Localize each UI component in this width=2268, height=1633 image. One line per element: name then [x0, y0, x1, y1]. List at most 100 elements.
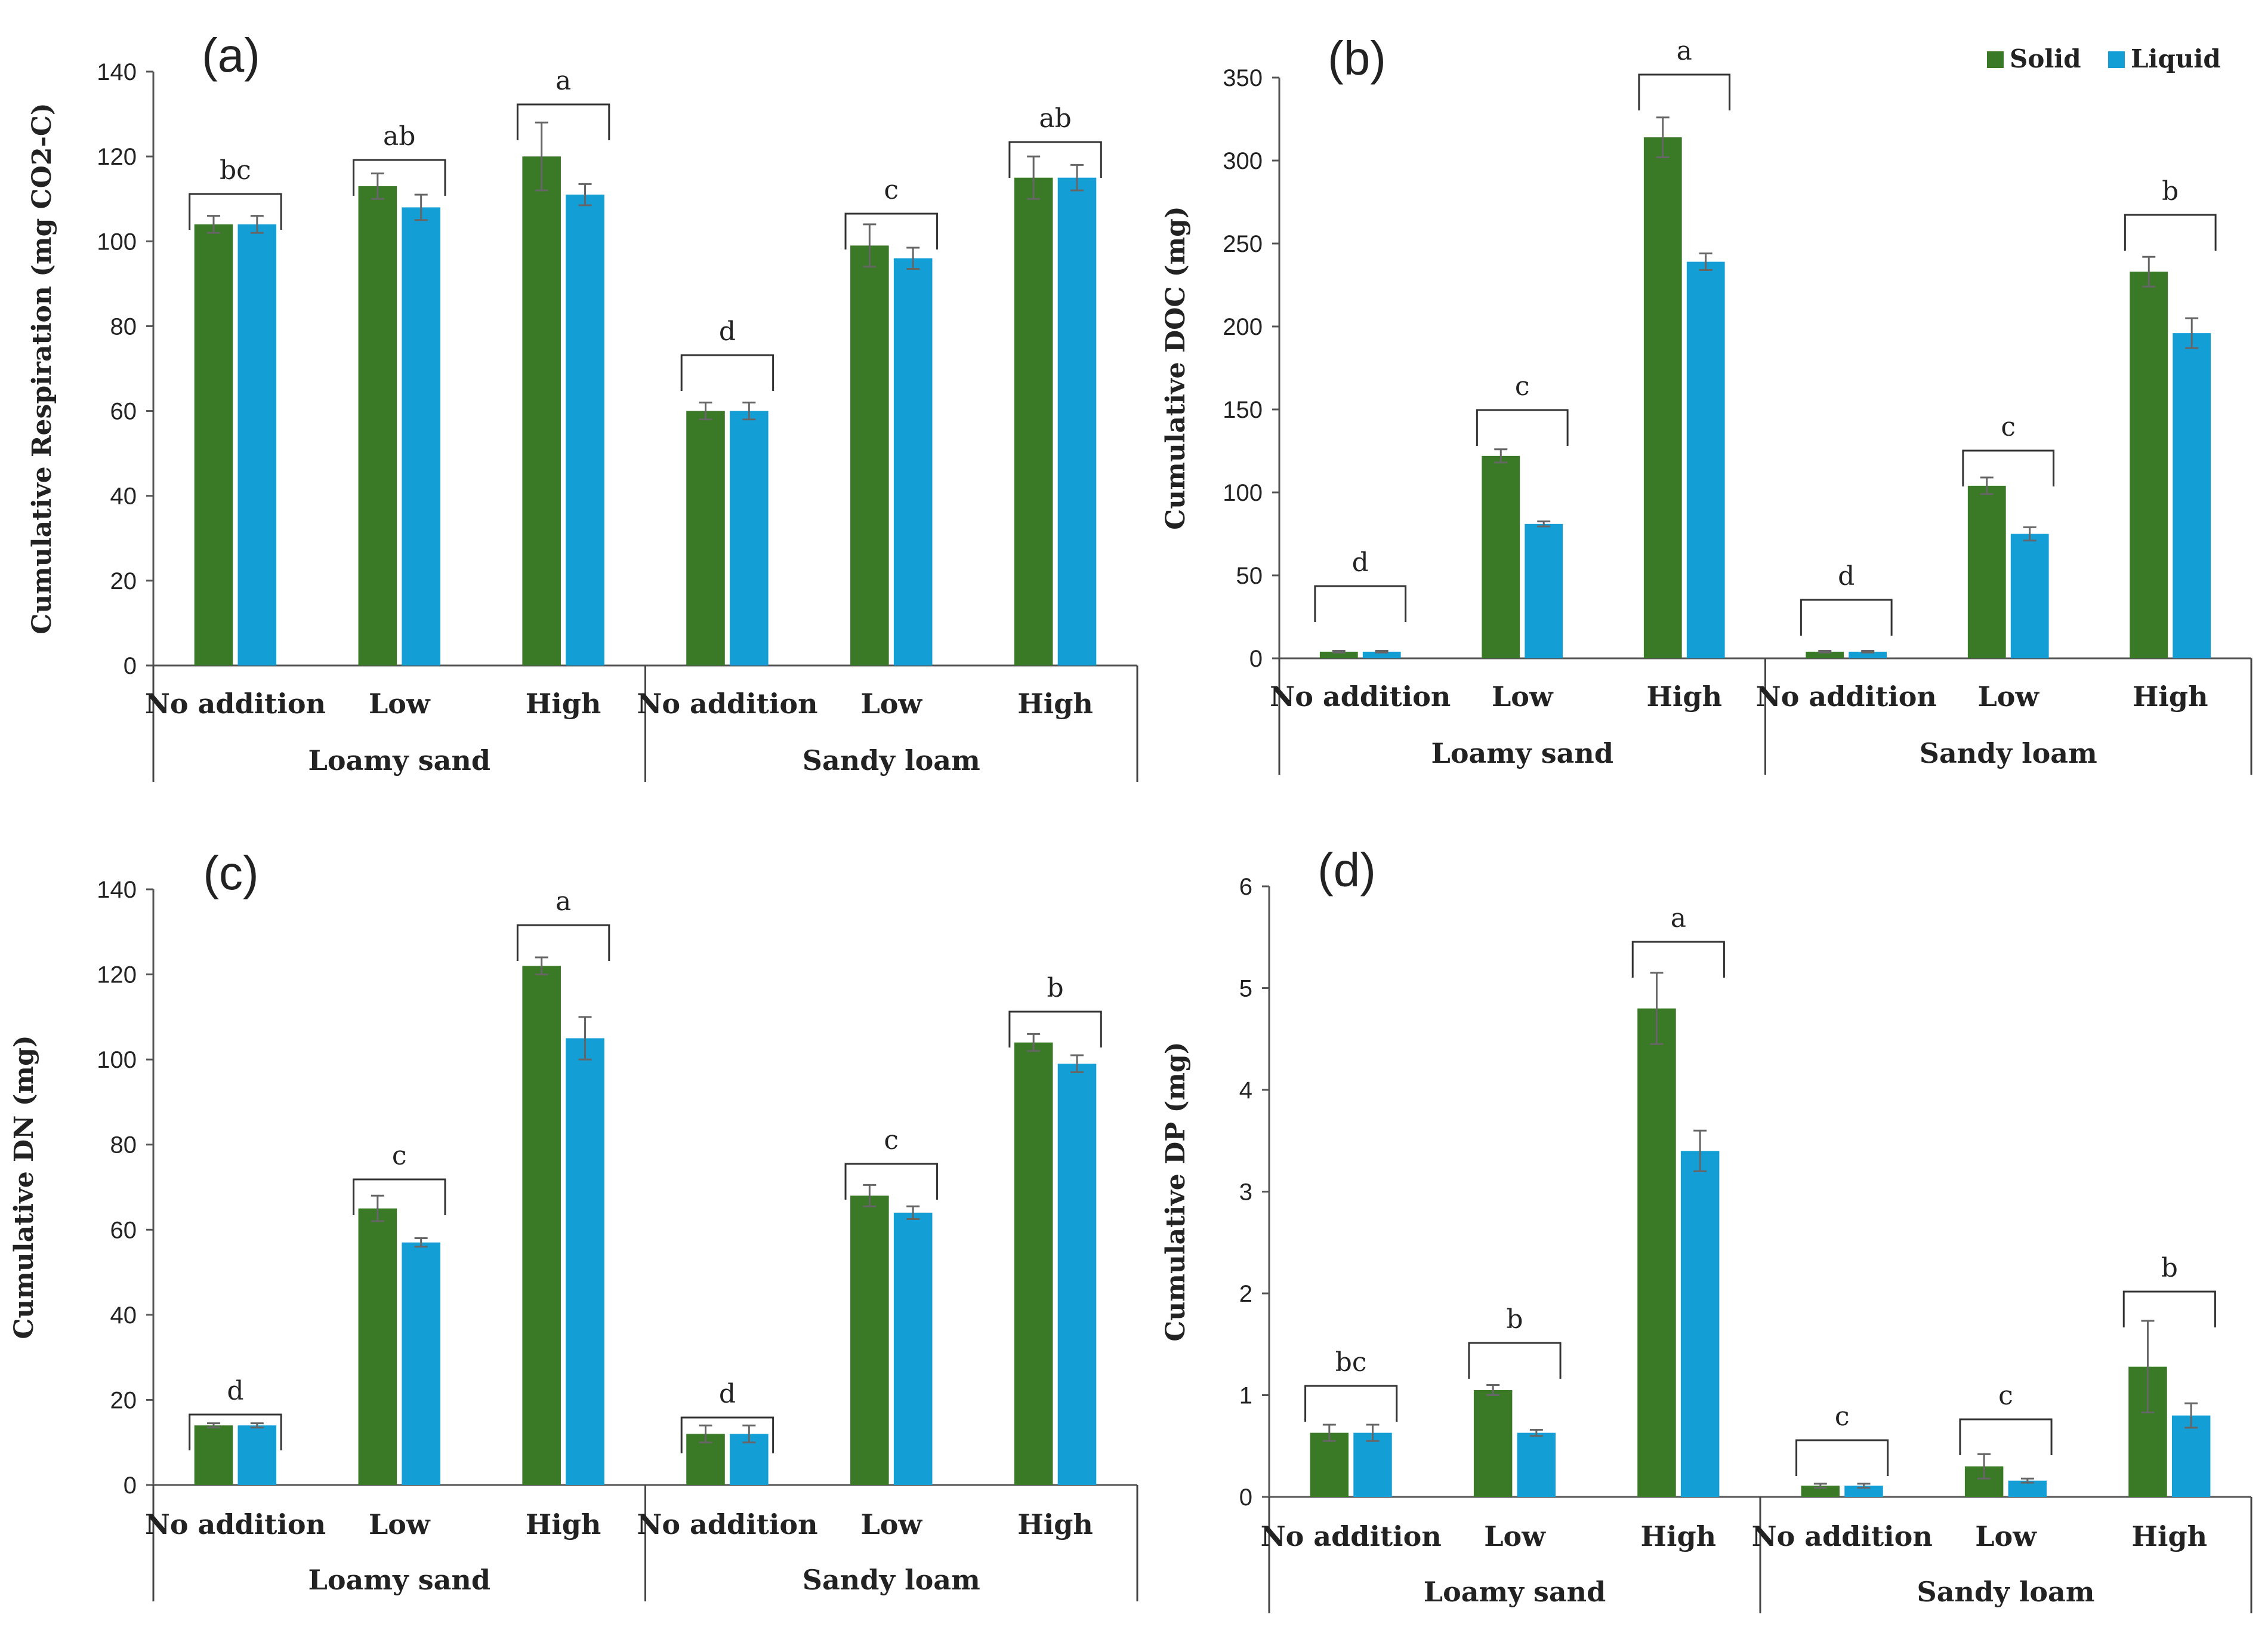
error-bar-liquid	[414, 1237, 428, 1248]
significance-bracket	[844, 1163, 938, 1200]
x-group-label: Sandy loam	[1917, 1576, 2094, 1608]
error-bar-liquid	[250, 1422, 264, 1429]
significance-letter: d	[1838, 561, 1854, 591]
bar-solid	[850, 245, 889, 666]
significance-bracket	[1631, 941, 1725, 978]
error-bar-liquid	[1375, 649, 1388, 654]
significance-letter: ab	[1039, 103, 1071, 134]
significance-letter: d	[227, 1376, 243, 1406]
panel-label: (b)	[1328, 32, 1386, 85]
x-group-label: Sandy loam	[1920, 737, 2097, 769]
error-bar-liquid	[1693, 1129, 1707, 1172]
significance-letter: d	[719, 316, 736, 347]
significance-bracket	[2124, 214, 2217, 251]
y-tick-label: 80	[110, 313, 137, 340]
bar-solid	[522, 966, 561, 1485]
bar-solid	[358, 1208, 397, 1485]
bar-liquid	[1686, 261, 1725, 659]
y-axis-label: Cumulative DP (mg)	[1161, 1042, 1191, 1341]
error-bar-solid	[1027, 1033, 1041, 1052]
y-tick-label: 100	[97, 229, 137, 255]
error-bar-liquid	[906, 247, 920, 270]
significance-bracket	[680, 354, 774, 391]
x-category-label: No addition	[1261, 1520, 1442, 1552]
bar-liquid	[2010, 534, 2049, 658]
x-category-label: Low	[860, 1508, 922, 1540]
y-tick-label: 0	[1239, 1484, 1252, 1511]
significance-bracket	[1314, 585, 1407, 622]
bar-solid	[1482, 455, 1520, 658]
significance-bracket	[2122, 1290, 2216, 1327]
bar-solid	[1014, 1042, 1053, 1485]
significance-bracket	[1476, 409, 1569, 446]
error-bar-liquid	[578, 183, 592, 207]
y-tick-label: 80	[110, 1132, 137, 1158]
error-bar-liquid	[1070, 164, 1084, 192]
x-category-label: Low	[369, 688, 431, 720]
x-category-label: High	[1017, 1508, 1093, 1540]
bar-liquid	[1680, 1151, 1720, 1497]
significance-letter: b	[2162, 176, 2178, 207]
error-bar-liquid	[2185, 317, 2199, 349]
y-tick-label: 0	[1249, 646, 1263, 672]
y-tick-label: 20	[110, 1387, 137, 1413]
x-category-label: Low	[369, 1508, 431, 1540]
bar-liquid	[566, 1038, 604, 1485]
significance-bracket	[189, 193, 282, 230]
x-category-label: Low	[860, 688, 922, 720]
significance-bracket	[1468, 1342, 1562, 1379]
x-category-label: High	[2132, 1520, 2208, 1552]
error-bar-solid	[371, 172, 384, 200]
significance-letter: c	[884, 1125, 899, 1156]
y-tick-label: 250	[1223, 231, 1263, 257]
y-axis-label: Cumulative DOC (mg)	[1161, 206, 1191, 529]
error-bar-liquid	[1699, 252, 1712, 271]
error-bar-solid	[207, 215, 221, 234]
bar-liquid	[1057, 177, 1097, 665]
y-tick-label: 60	[110, 399, 137, 425]
bar-liquid	[1517, 1432, 1556, 1497]
legend-label-liquid: Liquid	[2131, 44, 2221, 73]
bar-solid	[1637, 1008, 1676, 1497]
bar-liquid	[893, 1212, 933, 1485]
y-tick-label: 140	[97, 877, 137, 903]
y-tick-label: 5	[1239, 976, 1252, 1002]
bar-solid	[686, 411, 725, 665]
error-bar-liquid	[2023, 526, 2036, 542]
error-bar-solid	[1332, 649, 1346, 654]
x-category-label: Low	[1492, 680, 1554, 713]
bar-solid	[850, 1196, 889, 1485]
error-bar-liquid	[742, 401, 756, 421]
y-tick-label: 120	[97, 962, 137, 988]
significance-bracket	[516, 924, 610, 961]
significance-bracket	[1795, 1439, 1889, 1476]
x-category-label: No addition	[637, 1508, 817, 1540]
error-bar-solid	[2142, 255, 2156, 288]
error-bar-liquid	[414, 193, 428, 221]
bar-solid	[1014, 177, 1053, 665]
bar-solid	[1643, 137, 1682, 658]
bar-liquid	[893, 258, 933, 665]
significance-letter: c	[1998, 1381, 2013, 1411]
error-bar-solid	[1977, 1453, 1991, 1480]
error-bar-solid	[1818, 649, 1832, 654]
panel-label: (c)	[203, 846, 258, 899]
significance-letter: c	[1515, 371, 1530, 402]
x-category-label: High	[526, 1508, 601, 1540]
y-tick-label: 140	[97, 59, 137, 85]
significance-bracket	[353, 1178, 446, 1215]
x-category-label: No addition	[145, 1508, 326, 1540]
y-tick-label: 20	[110, 568, 137, 594]
x-group-label: Sandy loam	[803, 1564, 980, 1596]
error-bar-solid	[1322, 1424, 1336, 1442]
significance-bracket	[353, 159, 446, 196]
significance-letter: c	[884, 175, 899, 205]
x-category-label: High	[2133, 680, 2208, 713]
x-group-label: Loamy sand	[1431, 737, 1613, 769]
significance-bracket	[1959, 1418, 2053, 1455]
bar-liquid	[1362, 651, 1401, 658]
bar-liquid	[1844, 1486, 1883, 1497]
error-bar-liquid	[2020, 1477, 2034, 1484]
error-bar-liquid	[906, 1205, 920, 1220]
